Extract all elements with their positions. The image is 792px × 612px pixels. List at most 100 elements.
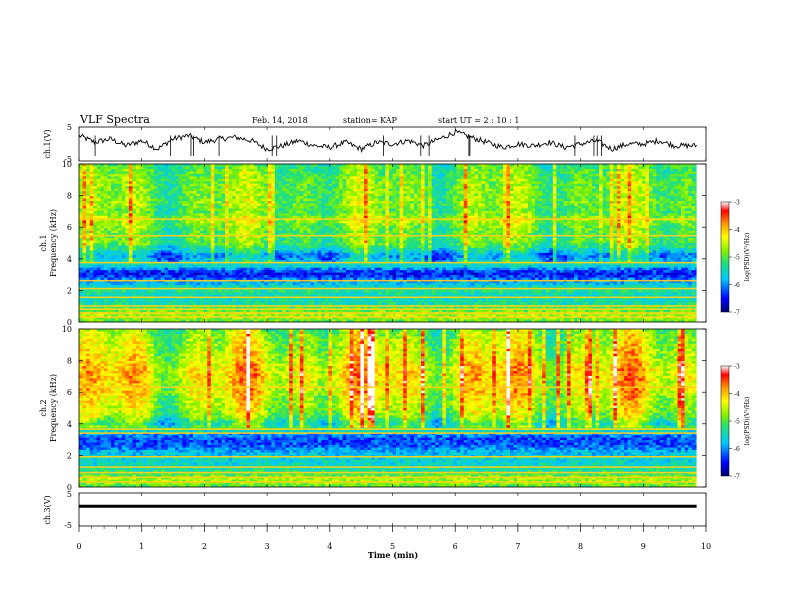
spectrogram-cell bbox=[556, 174, 560, 177]
spectrogram-cell bbox=[631, 221, 635, 224]
spectrogram-cell bbox=[660, 216, 664, 219]
spectrogram-cell bbox=[211, 169, 215, 172]
spectrogram-cell bbox=[225, 213, 229, 216]
spectrogram-cell bbox=[656, 194, 660, 197]
spectrogram-cell bbox=[417, 169, 421, 172]
spectrogram-cell bbox=[588, 213, 592, 216]
spectrogram-cell bbox=[168, 221, 172, 224]
spectrogram-cell bbox=[368, 169, 372, 172]
spectrogram-cell bbox=[108, 211, 112, 214]
spectrogram-cell bbox=[567, 199, 571, 202]
spectrogram-cell bbox=[524, 186, 528, 189]
spectrogram-cell bbox=[663, 216, 667, 219]
spectrogram-cell bbox=[674, 164, 678, 167]
spectrogram-cell bbox=[175, 171, 179, 174]
spectrogram-cell bbox=[375, 199, 379, 202]
spectrogram-cell bbox=[279, 169, 283, 172]
spectrogram-cell bbox=[161, 166, 165, 169]
spectrogram-cell bbox=[642, 221, 646, 224]
spectrogram-cell bbox=[172, 208, 176, 211]
spectrogram-cell bbox=[147, 204, 151, 207]
spectrogram-cell bbox=[485, 166, 489, 169]
spectrogram-cell bbox=[474, 231, 478, 234]
spectrogram-cell bbox=[214, 186, 218, 189]
spectrogram-cell bbox=[574, 226, 578, 229]
spectrogram-cell bbox=[86, 204, 90, 207]
spectrogram-cell bbox=[357, 208, 361, 211]
spectrogram-cell bbox=[503, 176, 507, 179]
spectrogram-cell bbox=[268, 191, 272, 194]
spectrogram-cell bbox=[186, 231, 190, 234]
spectrogram-cell bbox=[268, 179, 272, 182]
spectrogram-cell bbox=[339, 179, 343, 182]
spectrogram-cell bbox=[104, 216, 108, 219]
spectrogram-cell bbox=[692, 186, 696, 189]
spectrogram-cell bbox=[83, 166, 87, 169]
spectrogram-cell bbox=[289, 176, 293, 179]
spectrogram-cell bbox=[685, 164, 689, 167]
spectrogram-cell bbox=[414, 228, 418, 231]
spectrogram-cell bbox=[122, 189, 126, 192]
spectrogram-cell bbox=[108, 206, 112, 209]
spectrogram-cell bbox=[421, 174, 425, 177]
spectrogram-cell bbox=[503, 213, 507, 216]
spectrogram-cell bbox=[507, 196, 511, 199]
spectrogram-cell bbox=[200, 164, 204, 167]
spectrogram-cell bbox=[685, 169, 689, 172]
spectrogram-cell bbox=[581, 201, 585, 204]
spectrogram-cell bbox=[546, 221, 550, 224]
spectrogram-cell bbox=[257, 213, 261, 216]
spectrogram-cell bbox=[314, 211, 318, 214]
spectrogram-cell bbox=[670, 184, 674, 187]
spectrogram-cell bbox=[339, 206, 343, 209]
spectrogram-cell bbox=[396, 213, 400, 216]
spectrogram-cell bbox=[318, 196, 322, 199]
spectrogram-cell bbox=[118, 186, 122, 189]
spectrogram-cell bbox=[660, 199, 664, 202]
spectrogram-cell bbox=[186, 223, 190, 226]
spectrogram-cell bbox=[653, 169, 657, 172]
spectrogram-cell bbox=[546, 171, 550, 174]
spectrogram-cell bbox=[108, 221, 112, 224]
spectrogram-cell bbox=[531, 166, 535, 169]
spectrogram-cell bbox=[432, 221, 436, 224]
spectrogram-cell bbox=[681, 189, 685, 192]
spectrogram-cell bbox=[517, 174, 521, 177]
spectrogram-cell bbox=[346, 191, 350, 194]
spectrogram-cell bbox=[279, 191, 283, 194]
spectrogram-cell bbox=[453, 228, 457, 231]
spectrogram-cell bbox=[214, 174, 218, 177]
spectrogram-cell bbox=[204, 171, 208, 174]
spectrogram-cell bbox=[300, 189, 304, 192]
spectrogram-cell bbox=[478, 171, 482, 174]
spectrogram-cell bbox=[435, 228, 439, 231]
spectrogram-cell bbox=[685, 201, 689, 204]
spectrogram-cell bbox=[211, 211, 215, 214]
spectrogram-cell bbox=[136, 226, 140, 229]
spectrogram-cell bbox=[660, 228, 664, 231]
spectrogram-cell bbox=[521, 166, 525, 169]
spectrogram-cell bbox=[610, 228, 614, 231]
spectrogram-cell bbox=[670, 189, 674, 192]
spectrogram-cell bbox=[339, 213, 343, 216]
spectrogram-cell bbox=[375, 231, 379, 234]
spectrogram-cell bbox=[79, 208, 83, 211]
spectrogram-cell bbox=[382, 191, 386, 194]
spectrogram-cell bbox=[674, 226, 678, 229]
spectrogram-cell bbox=[83, 179, 87, 182]
spectrogram-cell bbox=[289, 191, 293, 194]
spectrogram-cell bbox=[474, 204, 478, 207]
spectrogram-cell bbox=[125, 186, 129, 189]
spectrogram-cell bbox=[610, 211, 614, 214]
spectrogram-cell bbox=[246, 228, 250, 231]
spectrogram-cell bbox=[360, 169, 364, 172]
spectrogram-cell bbox=[93, 201, 97, 204]
spectrogram-cell bbox=[485, 199, 489, 202]
spectrogram-cell bbox=[257, 164, 261, 167]
spectrogram-cell bbox=[446, 228, 450, 231]
spectrogram-cell bbox=[678, 189, 682, 192]
spectrogram-cell bbox=[571, 226, 575, 229]
spectrogram-cell bbox=[83, 174, 87, 177]
spectrogram-cell bbox=[214, 216, 218, 219]
spectrogram-cell bbox=[343, 196, 347, 199]
